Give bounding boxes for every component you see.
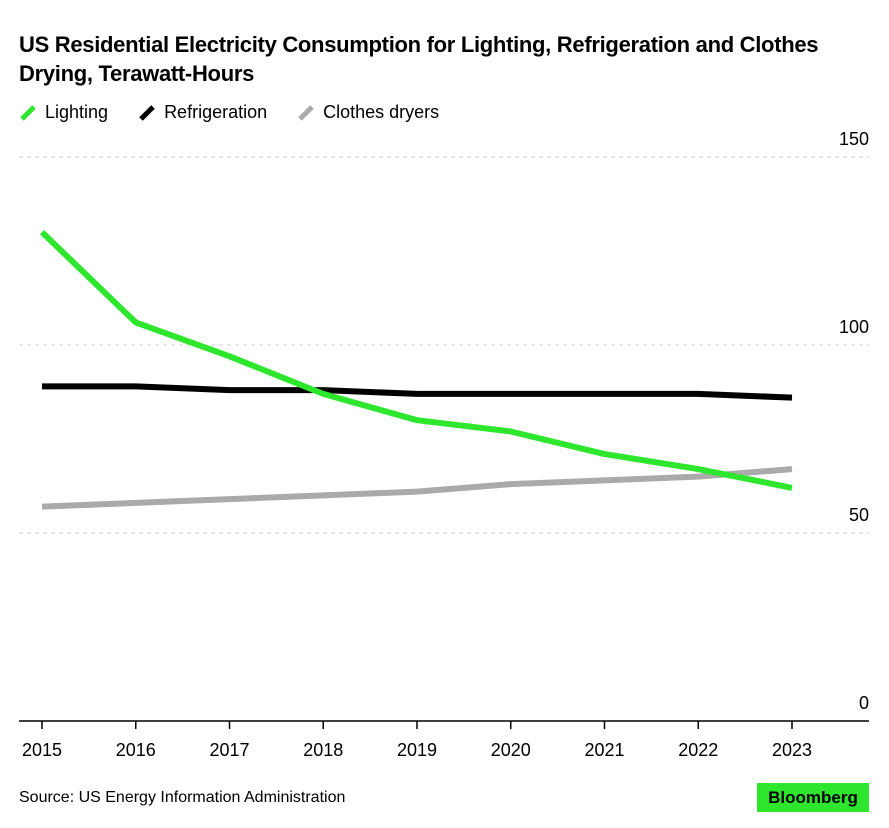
x-tick-label: 2015 bbox=[22, 740, 62, 760]
x-tick-label: 2021 bbox=[584, 740, 624, 760]
legend: Lighting Refrigeration Clothes dryers bbox=[19, 102, 469, 123]
legend-swatch-refrigeration bbox=[139, 104, 155, 121]
legend-item-refrigeration: Refrigeration bbox=[138, 102, 267, 123]
legend-label-clothes-dryers: Clothes dryers bbox=[323, 102, 440, 122]
y-tick-label: 100 bbox=[839, 317, 869, 337]
y-tick-label: 0 bbox=[859, 693, 869, 713]
series-line-lighting bbox=[39, 230, 793, 491]
legend-swatch-line bbox=[20, 104, 36, 121]
x-tick-label: 2018 bbox=[303, 740, 343, 760]
y-tick-label: 50 bbox=[849, 505, 869, 525]
x-tick-label: 2023 bbox=[772, 740, 812, 760]
legend-item-clothes-dryers: Clothes dryers bbox=[297, 102, 439, 123]
y-tick-label: 150 bbox=[839, 129, 869, 149]
chart-title: US Residential Electricity Consumption f… bbox=[19, 32, 819, 86]
legend-swatch-clothes-dryers bbox=[298, 104, 314, 121]
series-line-refrigeration bbox=[42, 383, 793, 401]
legend-swatch-lighting bbox=[20, 104, 36, 121]
legend-label-refrigeration: Refrigeration bbox=[164, 102, 268, 122]
x-tick-label: 2020 bbox=[491, 740, 531, 760]
x-tick-label: 2016 bbox=[116, 740, 156, 760]
bloomberg-logo: Bloomberg bbox=[757, 783, 869, 812]
x-tick-label: 2017 bbox=[209, 740, 249, 760]
legend-item-lighting: Lighting bbox=[19, 102, 108, 123]
legend-swatch-line bbox=[298, 104, 314, 121]
x-tick-label: 2022 bbox=[678, 740, 718, 760]
series-line-clothes-dryers bbox=[41, 466, 793, 510]
x-tick-label: 2019 bbox=[397, 740, 437, 760]
legend-swatch-line bbox=[139, 104, 155, 121]
source-note: Source: US Energy Information Administra… bbox=[19, 789, 346, 806]
legend-label-lighting: Lighting bbox=[45, 102, 109, 122]
